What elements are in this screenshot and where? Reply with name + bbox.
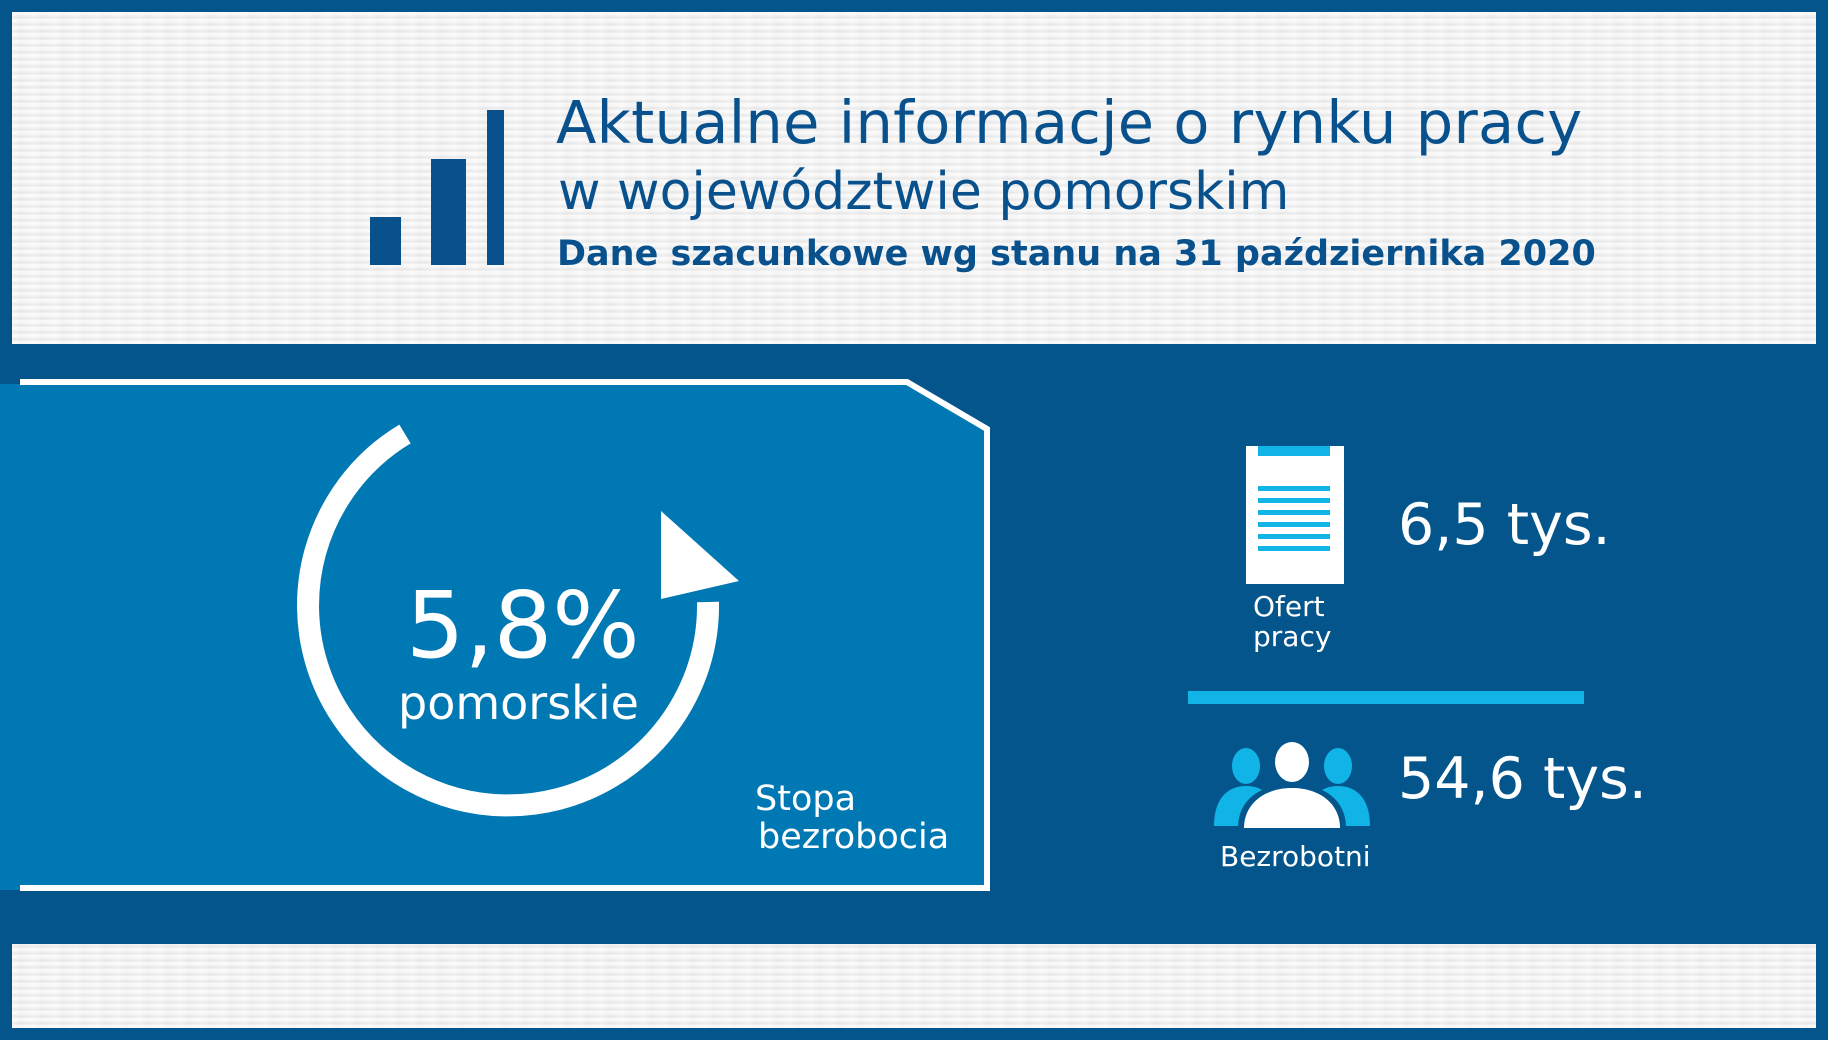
- caption-line: Ofert: [1253, 590, 1325, 623]
- job-offers-caption: Ofert pracy: [1253, 592, 1331, 652]
- region-label: pomorskie: [398, 676, 639, 730]
- document-icon: [1246, 446, 1344, 584]
- people-icon: [1214, 742, 1370, 828]
- bar-chart-icon: [370, 110, 504, 265]
- unemployed-caption: Bezrobotni: [1220, 840, 1371, 873]
- unemployment-rate-card: [0, 379, 990, 891]
- unemployed-value: 54,6 tys.: [1398, 746, 1647, 812]
- header-panel: [12, 12, 1816, 344]
- caption-line: Stopa: [755, 779, 857, 819]
- refresh-arrow-icon: [297, 424, 739, 817]
- section-divider: [1188, 691, 1584, 704]
- caption-line: pracy: [1253, 620, 1332, 653]
- data-date-subtitle: Dane szacunkowe wg stanu na 31 październ…: [557, 234, 1596, 274]
- caption-line: bezrobocia: [758, 817, 950, 857]
- page-title-region: w województwie pomorskim: [558, 162, 1290, 222]
- unemployment-rate-caption: Stopa bezrobocia: [755, 780, 949, 856]
- footer-panel: [12, 944, 1816, 1028]
- job-offers-value: 6,5 tys.: [1398, 492, 1611, 558]
- unemployment-rate-value: 5,8%: [406, 572, 640, 679]
- page-title: Aktualne informacje o rynku pracy: [556, 88, 1583, 157]
